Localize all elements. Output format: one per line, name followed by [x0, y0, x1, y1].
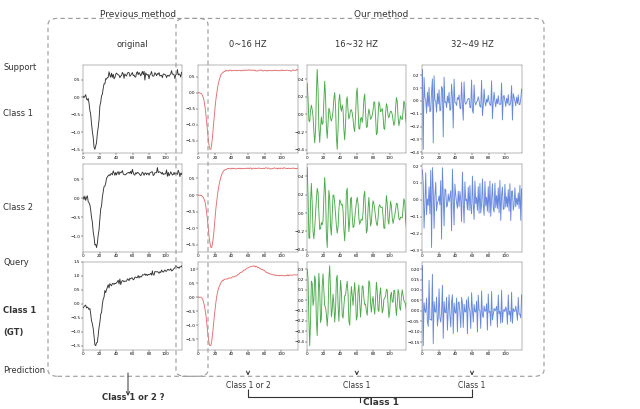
Text: 16~32 HZ: 16~32 HZ [335, 40, 378, 49]
Text: Previous method: Previous method [100, 10, 175, 19]
Text: Support: Support [3, 63, 36, 72]
Text: Class 1: Class 1 [458, 381, 486, 390]
Text: Query: Query [3, 258, 29, 267]
Text: Class 1 or 2 ?: Class 1 or 2 ? [102, 393, 164, 402]
Text: Class 2: Class 2 [3, 203, 33, 212]
Text: Class 1 or 2: Class 1 or 2 [226, 381, 270, 390]
Text: Class 1: Class 1 [3, 306, 36, 315]
Text: Class 1: Class 1 [343, 381, 371, 390]
Text: Our method: Our method [354, 10, 408, 19]
Text: Class 1: Class 1 [3, 109, 33, 118]
Text: (GT): (GT) [3, 328, 24, 337]
Text: 0~16 HZ: 0~16 HZ [229, 40, 267, 49]
Text: 32~49 HZ: 32~49 HZ [451, 40, 493, 49]
Text: Prediction: Prediction [3, 366, 45, 375]
Text: Class 1: Class 1 [363, 398, 399, 407]
Text: original: original [117, 40, 148, 49]
